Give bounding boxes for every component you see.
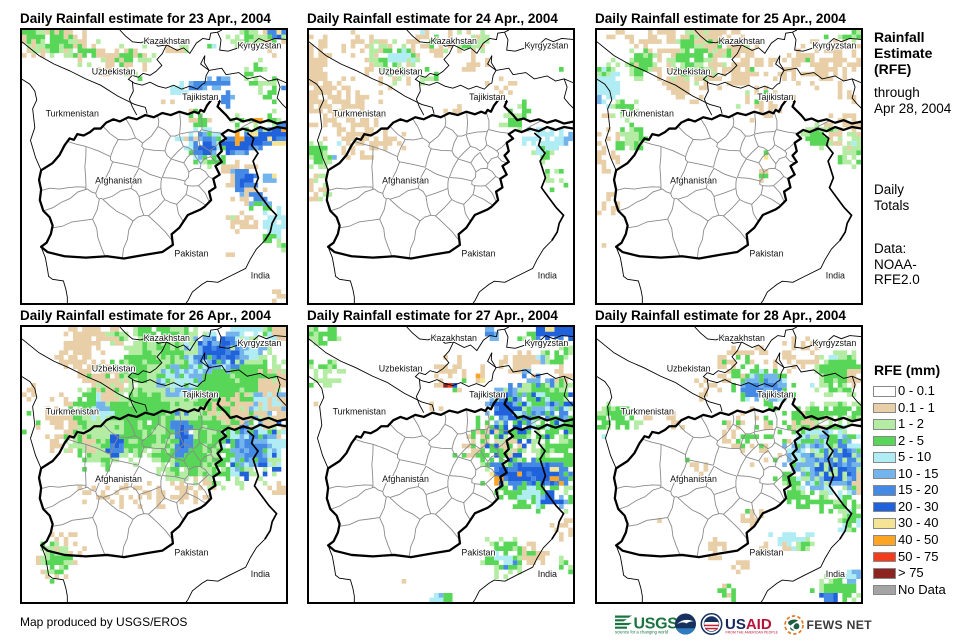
svg-text:USAID: USAID (725, 616, 772, 633)
svg-text:science for a changing world: science for a changing world (615, 630, 669, 635)
svg-text:FROM THE AMERICAN PEOPLE: FROM THE AMERICAN PEOPLE (726, 630, 779, 634)
svg-text:FEWS NET: FEWS NET (807, 618, 873, 632)
svg-text:USGS: USGS (634, 616, 679, 633)
